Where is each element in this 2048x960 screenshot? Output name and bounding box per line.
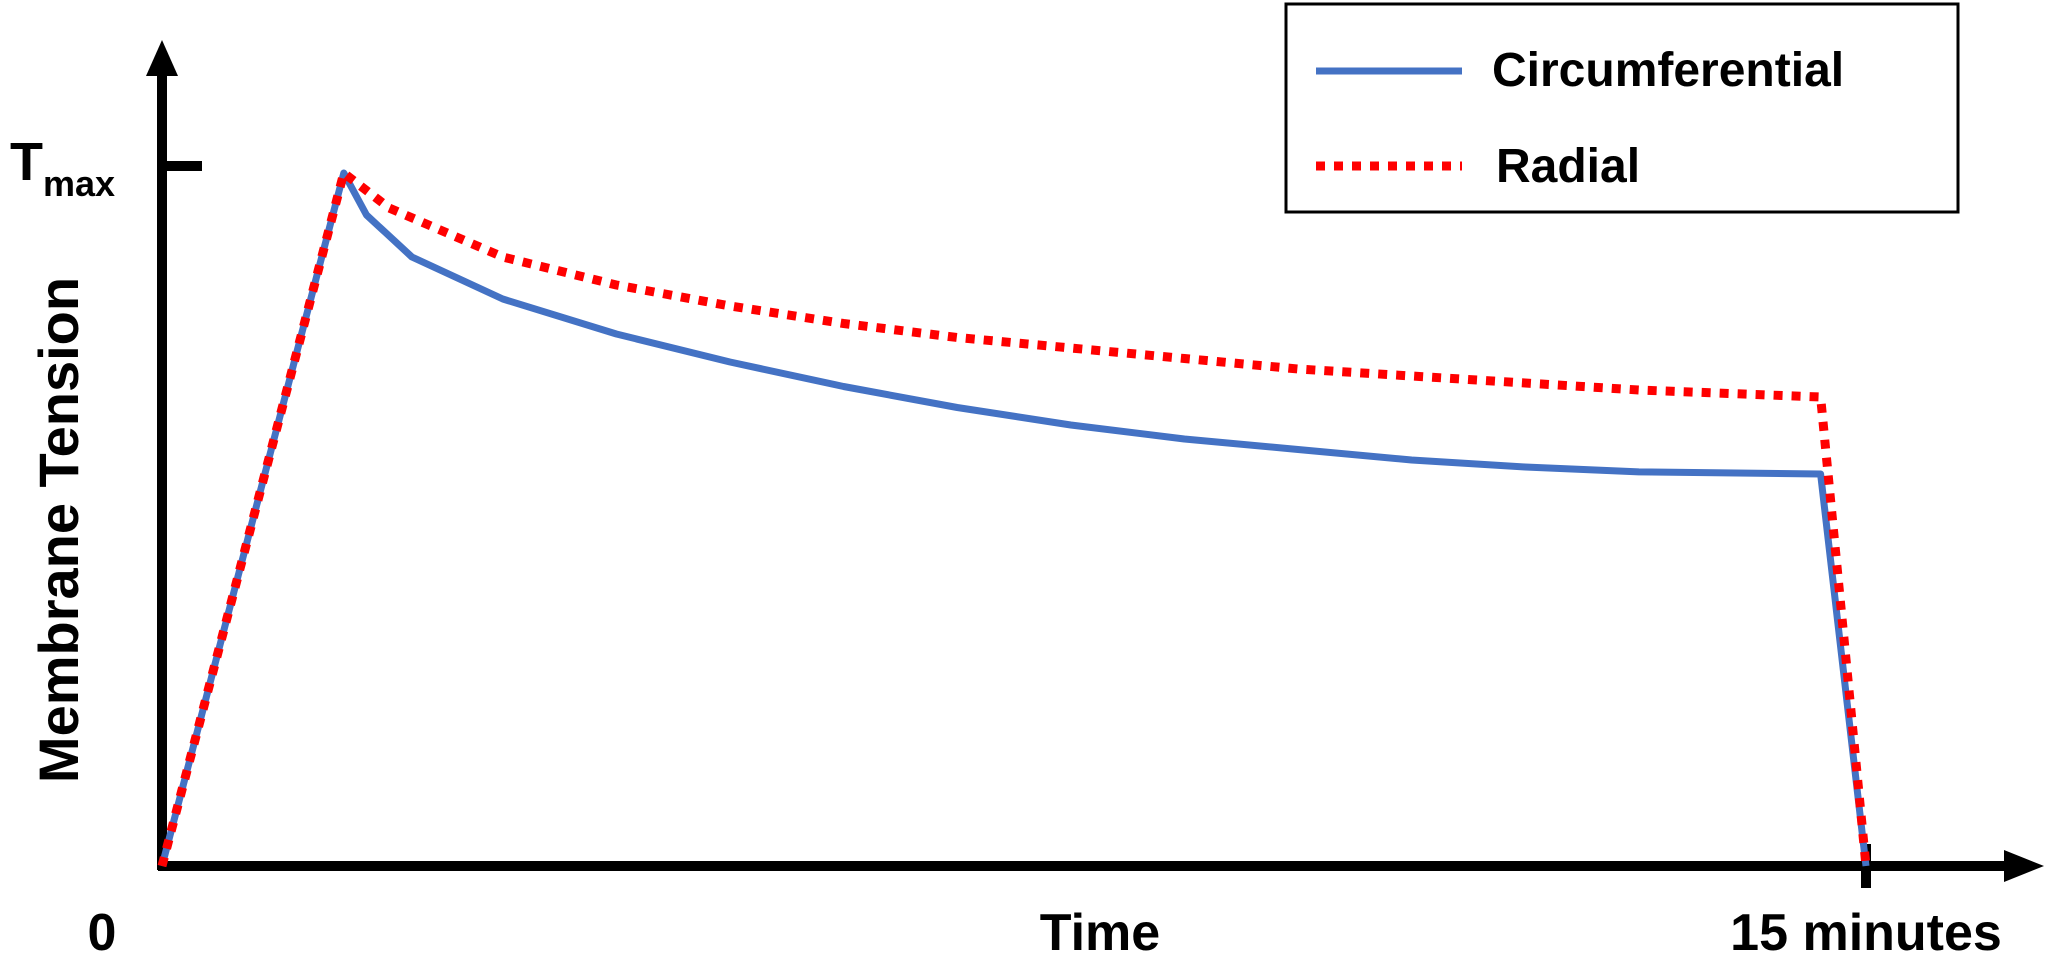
y-axis-title: Membrane Tension [27,277,90,783]
legend-label-radial: Radial [1496,140,1640,193]
legend-label-circumferential: Circumferential [1492,44,1844,97]
x-axis-title: Time [1040,904,1160,960]
series-line-circumferential [158,169,1870,867]
legend-box [1284,2,1960,214]
series-lines [157,168,1871,868]
x-tick-label-1: 15 minutes [1730,904,2002,960]
series-line-radial [157,168,1871,868]
y-tick-label-main: T [10,132,43,192]
y-tick-label-0: Tmax [10,132,115,204]
x-tick-label-0: 0 [88,904,117,960]
legend: Circumferential Radial [1284,2,1960,214]
axis-labels: Tmax 0 15 minutes Time Membrane Tension [10,132,2002,960]
y-tick-label-sub: max [43,163,115,204]
y-axis-arrow [146,40,178,76]
x-axis-arrow [2004,850,2044,882]
